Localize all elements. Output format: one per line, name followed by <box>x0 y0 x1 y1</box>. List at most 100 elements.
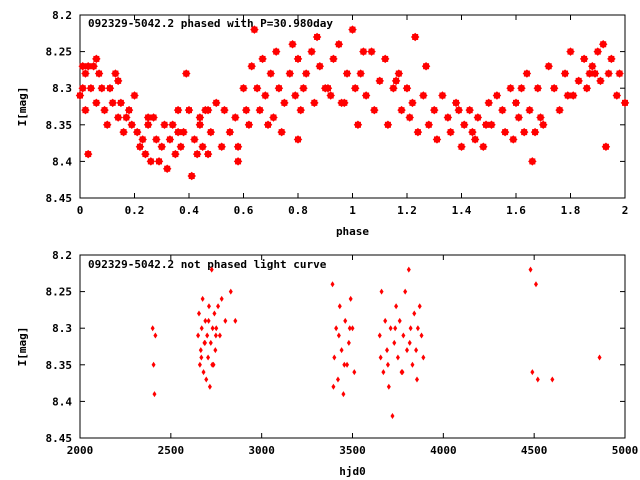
data-point-shadow <box>77 92 83 99</box>
data-point <box>530 369 535 376</box>
phased-light-curve-chart: 0 0.2 0.4 0.6 0.8 1 1.2 1.4 1.6 1.8 2 8.2 8.25 8.3 8.3… <box>16 9 630 238</box>
data-point <box>403 288 408 295</box>
data-point-shadow <box>106 85 113 92</box>
data-point-shadow <box>420 92 427 99</box>
data-point <box>352 369 357 376</box>
data-point <box>414 376 419 383</box>
data-point-shadow <box>275 85 282 92</box>
data-point-shadow <box>85 151 92 158</box>
data-point <box>341 391 346 398</box>
data-point-shadow <box>532 129 539 136</box>
data-point-shadow <box>281 99 288 106</box>
data-point <box>381 369 386 376</box>
data-point-shadow <box>581 55 588 62</box>
data-point <box>212 310 217 317</box>
data-point <box>151 361 156 368</box>
data-point-shadow <box>270 114 277 121</box>
x-tick-label: 0.8 <box>288 204 308 217</box>
data-point-shadow <box>98 85 105 92</box>
data-point-shadow <box>316 63 323 70</box>
data-point-shadow <box>540 121 547 128</box>
data-point-shadow <box>406 114 413 121</box>
data-point-shadow <box>551 85 558 92</box>
data-point-shadow <box>273 48 280 55</box>
data-point-shadow <box>344 70 351 77</box>
data-point-shadow <box>521 129 528 136</box>
data-point <box>415 325 420 332</box>
data-point <box>345 361 350 368</box>
data-point-shadow <box>439 92 446 99</box>
data-point <box>419 332 424 339</box>
data-point-shadow <box>605 70 612 77</box>
data-point-shadow <box>93 99 100 106</box>
y-tick-label: 8.4 <box>52 155 72 168</box>
data-point <box>335 376 340 383</box>
data-point-shadow <box>556 107 563 114</box>
data-point <box>216 303 221 310</box>
data-point-shadow <box>412 33 419 40</box>
data-point <box>535 376 540 383</box>
data-point <box>206 303 211 310</box>
data-point-shadow <box>256 107 263 114</box>
data-point-shadow <box>191 136 198 143</box>
data-point-shadow <box>376 77 383 84</box>
plot-frame <box>79 14 626 199</box>
data-point <box>379 288 384 295</box>
data-point <box>390 413 395 420</box>
data-point <box>213 332 218 339</box>
data-point-shadow <box>175 107 182 114</box>
data-point <box>347 325 352 332</box>
data-point-shadow <box>286 70 293 77</box>
data-point-shadow <box>254 85 261 92</box>
data-point-shadow <box>251 26 258 33</box>
data-point <box>394 303 399 310</box>
data-point-shadow <box>109 99 116 106</box>
data-point-shadow <box>602 143 609 150</box>
data-point <box>334 325 339 332</box>
data-point <box>417 303 422 310</box>
data-point-shadow <box>529 158 536 165</box>
data-point <box>412 310 417 317</box>
data-point-shadow <box>608 55 615 62</box>
y-tick-label: 8.2 <box>52 9 72 22</box>
data-point <box>201 369 206 376</box>
data-point-shadow <box>447 129 454 136</box>
data-point-shadow <box>243 107 250 114</box>
data-point <box>209 266 214 273</box>
y-tick-label: 8.3 <box>52 82 72 95</box>
data-point-shadow <box>330 55 337 62</box>
data-point-shadow <box>570 92 577 99</box>
data-point-shadow <box>156 158 163 165</box>
data-point-shadow <box>360 48 367 55</box>
data-point-shadow <box>485 99 492 106</box>
data-point-shadow <box>142 151 149 158</box>
data-point-shadow <box>177 143 184 150</box>
data-point-shadow <box>423 63 430 70</box>
data-point <box>393 325 398 332</box>
data-point-shadow <box>79 63 86 70</box>
data-point-shadow <box>153 136 160 143</box>
data-point-shadow <box>368 48 375 55</box>
data-point-shadow <box>453 99 460 106</box>
data-point-shadow <box>145 114 152 121</box>
data-point-shadow <box>518 85 525 92</box>
data-point-shadow <box>622 99 628 106</box>
data-point-shadow <box>537 114 544 121</box>
data-point-shadow <box>414 129 421 136</box>
data-point-shadow <box>502 129 509 136</box>
data-point-shadow <box>480 143 487 150</box>
data-point <box>332 354 337 361</box>
data-point-shadow <box>186 107 192 114</box>
data-point-shadow <box>221 107 228 114</box>
data-point-shadow <box>357 70 364 77</box>
data-point <box>197 361 202 368</box>
data-point <box>533 281 538 288</box>
data-point <box>233 317 238 324</box>
data-point-shadow <box>597 77 604 84</box>
data-point <box>342 361 347 368</box>
data-point <box>528 266 533 273</box>
chart-title: 092329-5042.2 not phased light curve <box>88 258 327 271</box>
data-point <box>410 361 415 368</box>
data-point <box>405 347 409 354</box>
